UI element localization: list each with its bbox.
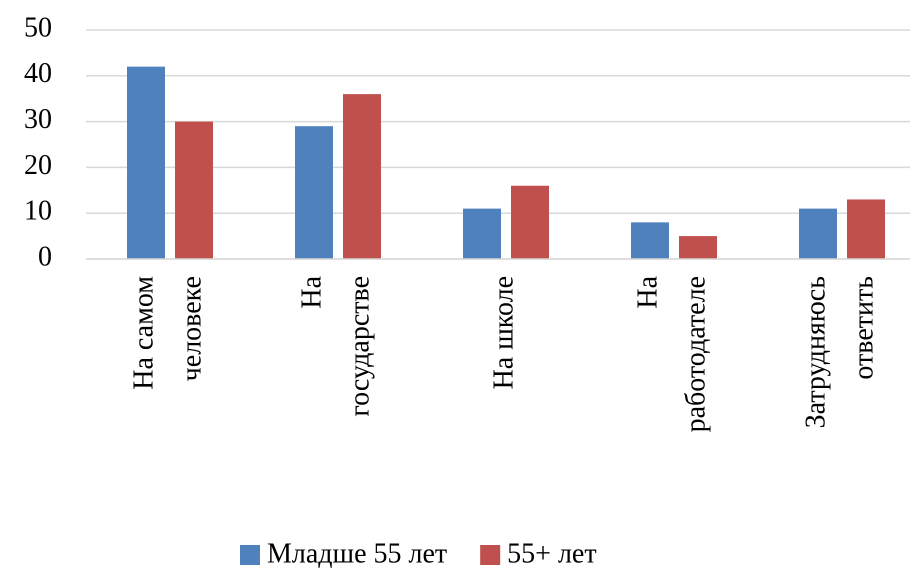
y-tick-label: 20 bbox=[24, 150, 52, 181]
bar bbox=[463, 208, 501, 259]
bar bbox=[631, 222, 669, 259]
y-tick-label: 10 bbox=[24, 196, 52, 227]
legend-swatch bbox=[240, 545, 260, 565]
x-tick-label: работодателе bbox=[680, 276, 711, 432]
y-tick-label: 0 bbox=[38, 241, 52, 272]
x-tick-label: государстве bbox=[344, 276, 375, 417]
legend-swatch bbox=[480, 545, 501, 565]
x-tick-label: На bbox=[632, 275, 663, 308]
legend-label: Младше 55 лет bbox=[267, 538, 447, 569]
y-tick-label: 30 bbox=[24, 104, 52, 135]
bar bbox=[679, 236, 717, 259]
bar bbox=[343, 94, 381, 260]
x-tick-label: На самом bbox=[128, 276, 159, 390]
x-tick-label: ответить bbox=[848, 276, 879, 380]
x-tick-label: человеке bbox=[176, 276, 207, 381]
bar bbox=[295, 126, 333, 260]
x-tick-label: На bbox=[296, 275, 327, 308]
bar bbox=[511, 185, 549, 259]
bar bbox=[175, 121, 213, 259]
y-tick-label: 40 bbox=[24, 58, 52, 89]
bar bbox=[127, 66, 165, 259]
bar bbox=[799, 208, 837, 259]
legend-label: 55+ лет bbox=[507, 538, 596, 569]
x-tick-label: На школе bbox=[488, 276, 519, 389]
x-tick-label: Затрудняюсь bbox=[800, 276, 831, 428]
y-tick-label: 50 bbox=[24, 12, 52, 43]
bar bbox=[847, 199, 885, 259]
